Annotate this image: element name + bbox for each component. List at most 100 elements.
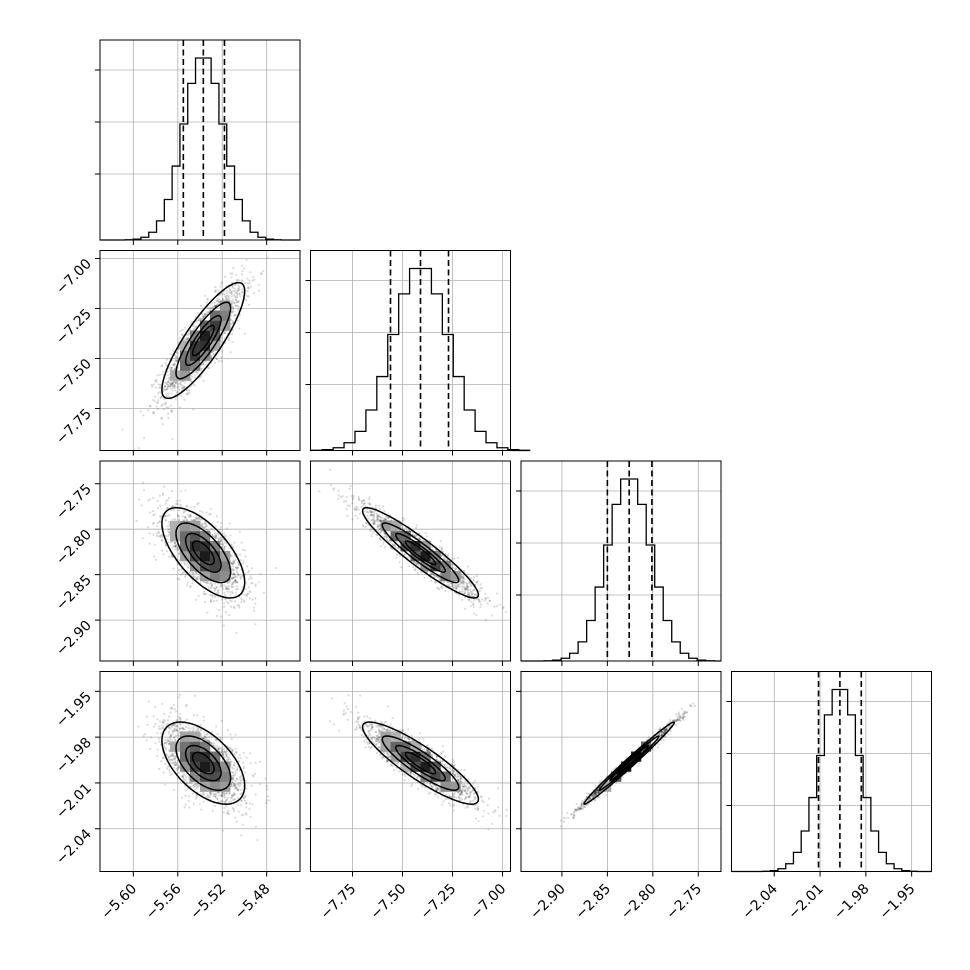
sample-point: [231, 290, 234, 293]
sample-point: [206, 297, 209, 300]
sample-point: [426, 749, 430, 752]
sample-point: [692, 702, 695, 705]
sample-point: [166, 538, 169, 541]
sample-point: [239, 295, 242, 298]
sample-point: [467, 585, 470, 588]
sample-point: [164, 535, 167, 538]
sample-point: [596, 788, 599, 791]
sample-point: [195, 577, 198, 580]
sample-point: [210, 742, 213, 745]
sample-point: [213, 305, 216, 308]
sample-point: [371, 510, 374, 514]
sample-point: [167, 392, 170, 395]
sample-point: [387, 753, 390, 756]
sample-point: [377, 724, 380, 727]
sample-point: [246, 277, 249, 280]
sample-point: [184, 789, 187, 792]
sample-point: [155, 401, 158, 404]
sample-point: [188, 782, 191, 785]
sample-point: [177, 716, 181, 719]
sample-point: [236, 768, 239, 771]
sample-point: [228, 792, 231, 795]
sample-point: [363, 740, 366, 743]
sample-point: [403, 773, 406, 776]
sample-point: [478, 600, 481, 603]
sample-point: [368, 498, 371, 501]
sample-point: [357, 711, 360, 714]
sample-point: [211, 306, 214, 309]
histogram-step-line: [310, 267, 531, 452]
sample-point: [372, 513, 376, 516]
sample-point: [237, 289, 240, 292]
sample-point: [174, 544, 177, 547]
sample-point: [233, 289, 236, 292]
sample-point: [238, 530, 241, 533]
sample-point: [207, 367, 210, 370]
sample-point: [174, 359, 177, 362]
sample-point: [214, 532, 217, 535]
sample-point: [665, 728, 668, 731]
sample-point: [153, 555, 156, 558]
sample-point: [236, 778, 239, 781]
sample-point: [221, 794, 224, 797]
sample-point: [217, 300, 220, 303]
sample-point: [186, 336, 189, 339]
sample-point: [228, 801, 231, 804]
sample-point: [475, 581, 478, 584]
sample-point: [237, 300, 240, 303]
sample-point: [191, 729, 194, 732]
sample-point: [181, 571, 185, 574]
sample-point: [176, 767, 179, 770]
sample-point: [242, 767, 245, 771]
sample-point: [171, 753, 174, 756]
sample-point: [178, 519, 181, 522]
sample-point: [373, 737, 376, 740]
sample-point: [147, 700, 150, 703]
sample-point: [183, 806, 186, 809]
sample-point: [234, 579, 237, 582]
sample-point: [229, 590, 232, 594]
sample-point: [159, 383, 162, 386]
sample-point: [233, 561, 236, 564]
sample-point: [463, 798, 466, 801]
sample-point: [379, 545, 382, 548]
sample-point: [164, 748, 167, 751]
contour-0.5-sigma: [161, 721, 246, 805]
sample-point: [570, 813, 573, 816]
sample-point: [412, 533, 415, 537]
sample-point: [352, 496, 355, 499]
sample-point: [223, 293, 226, 296]
sample-point: [231, 562, 234, 565]
contour-0.5-sigma: [161, 506, 246, 599]
sample-point: [463, 785, 466, 788]
sample-point: [175, 725, 178, 728]
sample-point: [594, 793, 598, 796]
sample-point: [442, 800, 445, 803]
sample-point: [459, 797, 462, 800]
sample-point: [410, 785, 413, 788]
sample-point: [243, 765, 246, 769]
sample-point: [202, 800, 205, 803]
sample-point: [377, 525, 380, 528]
sample-point: [362, 525, 365, 528]
sample-point: [162, 370, 165, 373]
sample-point: [376, 738, 380, 741]
panel-content: [100, 671, 300, 872]
sample-point: [386, 729, 389, 732]
sample-point: [375, 516, 379, 519]
sample-point: [233, 753, 236, 756]
sample-point: [464, 795, 467, 798]
sample-point: [436, 795, 439, 798]
sample-point: [210, 600, 213, 603]
sample-point: [223, 591, 226, 595]
sample-point: [460, 791, 464, 794]
sample-point: [597, 791, 600, 794]
sample-point: [249, 575, 252, 578]
scatter-panel-2-0: [99, 460, 301, 662]
sample-point: [235, 569, 238, 572]
sample-point: [203, 315, 206, 318]
sample-point: [192, 325, 195, 328]
sample-point: [196, 312, 199, 315]
sample-point: [484, 619, 487, 622]
sample-point: [394, 761, 397, 764]
